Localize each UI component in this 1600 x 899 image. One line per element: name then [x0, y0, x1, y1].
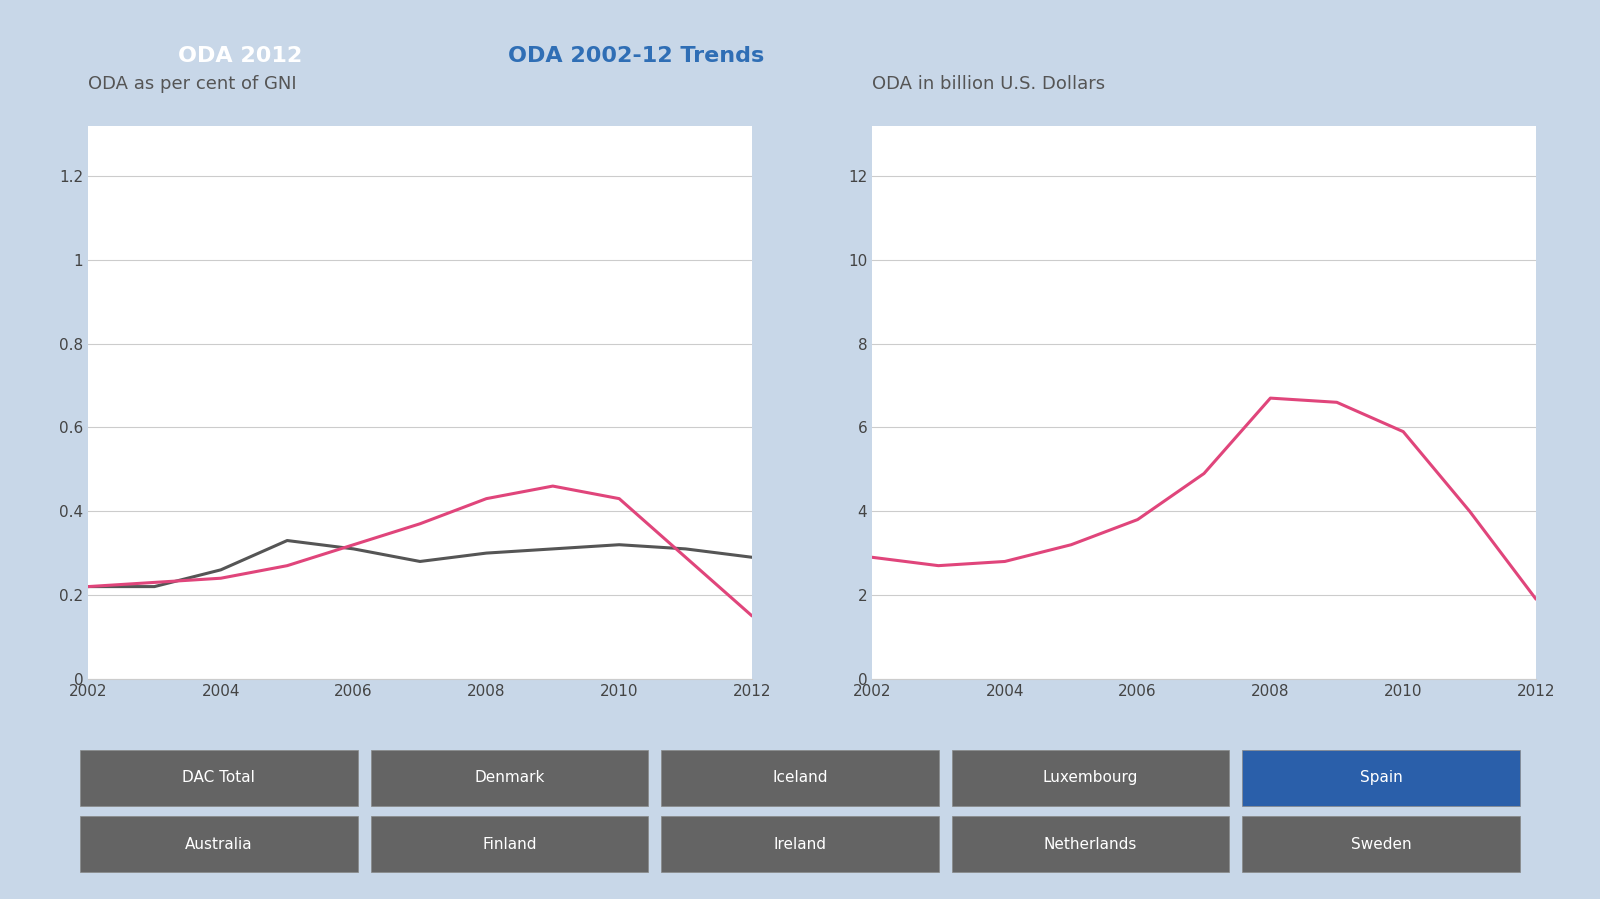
Text: Sweden: Sweden: [1350, 837, 1411, 851]
Bar: [80, 750, 358, 806]
Text: Spain: Spain: [1360, 770, 1403, 785]
Text: ODA 2012: ODA 2012: [178, 46, 302, 67]
Text: Ireland: Ireland: [773, 837, 827, 851]
Bar: [371, 816, 648, 872]
Text: Finland: Finland: [482, 837, 536, 851]
Bar: [1242, 750, 1520, 806]
Bar: [952, 816, 1229, 872]
Text: Netherlands: Netherlands: [1043, 837, 1138, 851]
Text: Luxembourg: Luxembourg: [1043, 770, 1138, 785]
Bar: [1242, 816, 1520, 872]
Text: DAC Total: DAC Total: [182, 770, 256, 785]
Bar: [952, 750, 1229, 806]
Text: Denmark: Denmark: [474, 770, 544, 785]
Bar: [80, 816, 358, 872]
Text: ODA 2002-12 Trends: ODA 2002-12 Trends: [507, 46, 765, 67]
Text: Iceland: Iceland: [773, 770, 827, 785]
Text: Australia: Australia: [186, 837, 253, 851]
Text: ODA in billion U.S. Dollars: ODA in billion U.S. Dollars: [872, 75, 1106, 93]
Bar: [661, 816, 939, 872]
Bar: [371, 750, 648, 806]
Bar: [661, 750, 939, 806]
Text: ODA as per cent of GNI: ODA as per cent of GNI: [88, 75, 296, 93]
